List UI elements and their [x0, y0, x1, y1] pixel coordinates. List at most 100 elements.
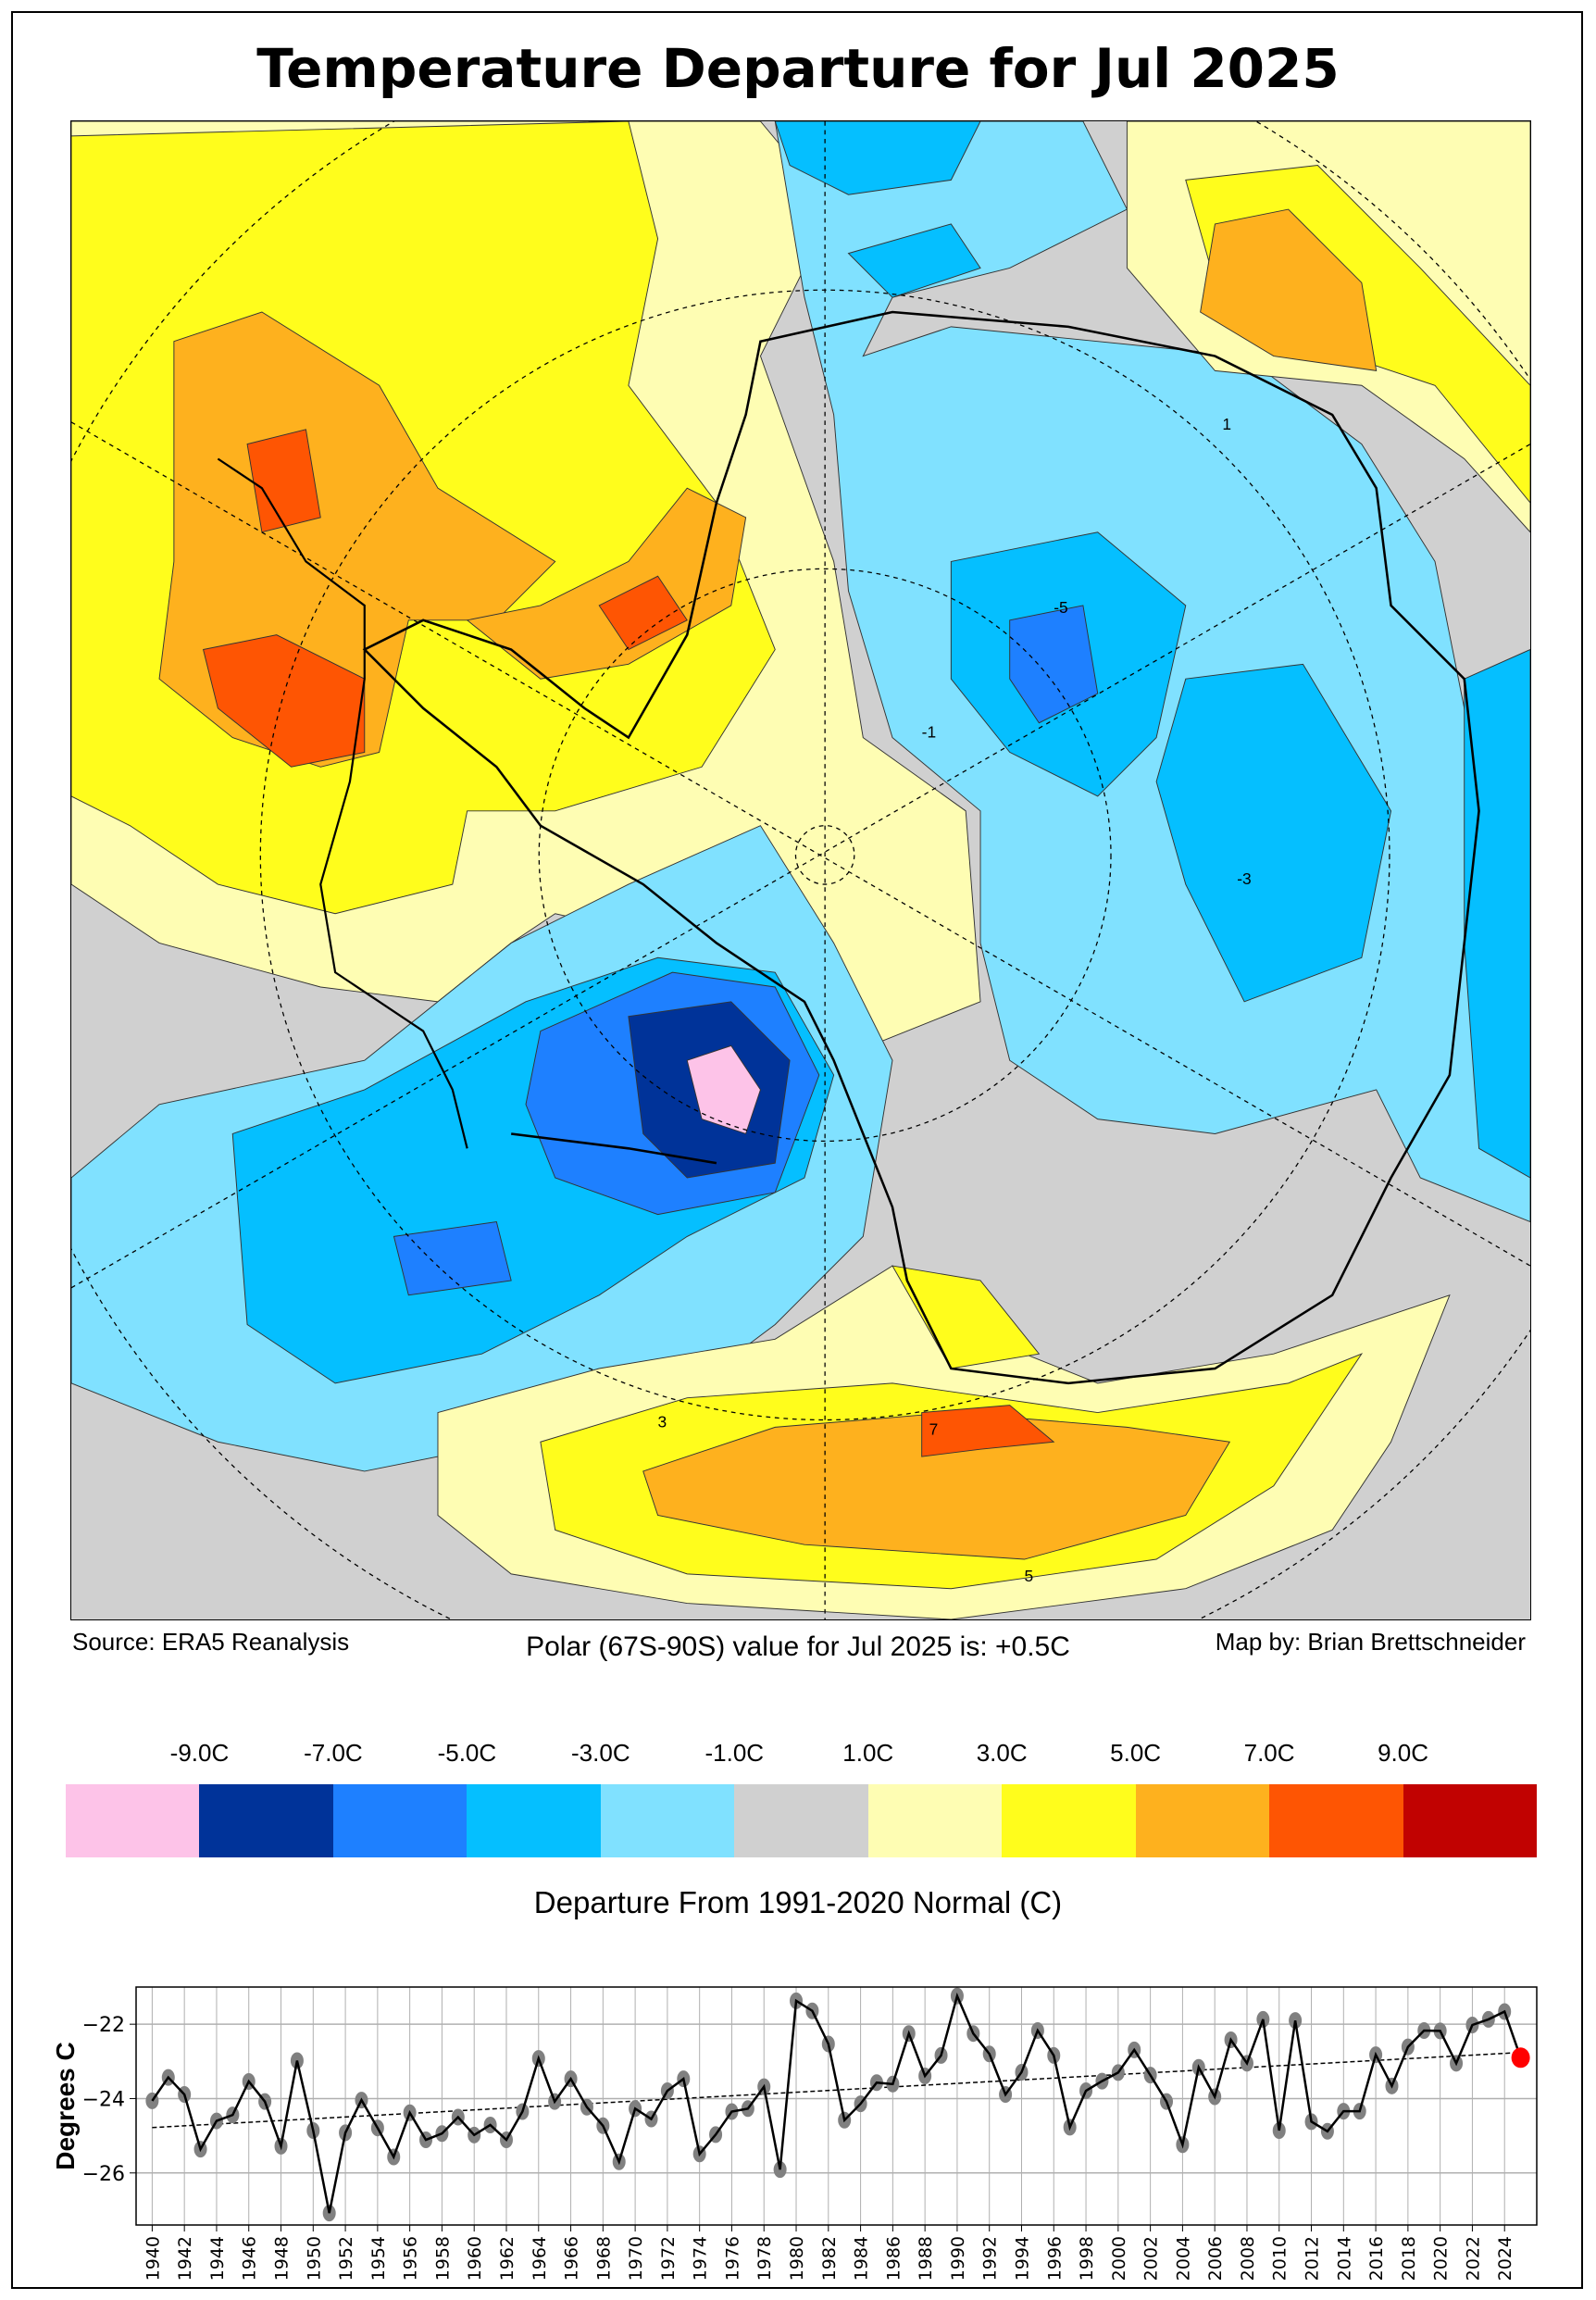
- x-tick-label: 1950: [304, 2236, 324, 2281]
- x-tick-label: 1956: [401, 2236, 421, 2281]
- x-tick-label: 2000: [1109, 2236, 1129, 2281]
- x-tick-label: 1992: [980, 2236, 1001, 2281]
- x-tick-label: 1968: [593, 2236, 614, 2281]
- x-tick-label: 2018: [1399, 2236, 1419, 2281]
- contour-region-5to7: [642, 1412, 1231, 1560]
- x-tick-label: 2020: [1431, 2236, 1452, 2281]
- temperature-departure-map: -5 -3 -1 1 3 5 7: [70, 120, 1531, 1620]
- source-label: Source: ERA5 Reanalysis: [72, 1628, 350, 1656]
- x-tick-label: 1980: [787, 2236, 807, 2281]
- x-tick-label: 1946: [240, 2236, 260, 2281]
- x-tick-label: 2016: [1366, 2236, 1387, 2281]
- colorbar-swatch: [734, 1784, 868, 1857]
- plot-frame: [135, 1986, 1538, 2226]
- x-tick-label: 1966: [562, 2236, 582, 2281]
- colorbar-label: 5.0C: [1110, 1739, 1162, 1767]
- colorbar-label: -5.0C: [437, 1739, 497, 1767]
- colorbar-label: 7.0C: [1243, 1739, 1295, 1767]
- colorbar-label: 9.0C: [1378, 1739, 1428, 1767]
- x-tick-label: 1998: [1077, 2236, 1097, 2281]
- antarctic-peninsula-coastline: [217, 457, 468, 1149]
- contour-label: 3: [658, 1412, 667, 1431]
- x-tick-label: 1962: [497, 2236, 517, 2281]
- colorbar-label: 1.0C: [842, 1739, 894, 1767]
- antarctica-coastline: [362, 310, 1480, 1385]
- contour-region-below-9: [686, 1044, 761, 1135]
- x-tick-label: 1972: [658, 2236, 679, 2281]
- figure-frame: [11, 11, 1583, 2289]
- colorbar-label: 3.0C: [976, 1739, 1028, 1767]
- x-tick-label: 2004: [1173, 2236, 1193, 2281]
- contour-labels: -5 -3 -1 1 3 5 7: [658, 415, 1252, 1585]
- x-tick-label: 1958: [432, 2236, 453, 2281]
- credit-label: Map by: Brian Brettschneider: [1215, 1628, 1526, 1656]
- x-tick-label: 2014: [1334, 2236, 1354, 2281]
- x-tick-label: 1960: [465, 2236, 485, 2281]
- x-tick-label: 1942: [175, 2236, 195, 2281]
- x-tick-label: 1978: [754, 2236, 775, 2281]
- y-tick-label: −22: [82, 2014, 125, 2037]
- contour-label: 7: [929, 1419, 939, 1438]
- y-tick-label: −26: [82, 2163, 125, 2186]
- x-tick-label: 1984: [852, 2236, 872, 2281]
- x-tick-label: 2002: [1141, 2236, 1162, 2281]
- x-tick-label: 1994: [1012, 2236, 1032, 2281]
- x-tick-label: 1964: [530, 2236, 550, 2281]
- contour-label: 5: [1025, 1567, 1034, 1585]
- contour-region-7to9: [202, 429, 688, 768]
- x-tick-label: 1986: [883, 2236, 904, 2281]
- x-tick-label: 2012: [1303, 2236, 1323, 2281]
- colorbar-swatch: [1135, 1784, 1270, 1857]
- x-tick-label: 1952: [336, 2236, 356, 2281]
- contour-label: -1: [922, 723, 936, 742]
- colorbar-swatch: [199, 1784, 333, 1857]
- y-tick-label: −24: [82, 2088, 125, 2111]
- x-tick-label: 2022: [1463, 2236, 1483, 2281]
- colorbar-label: -3.0C: [571, 1739, 630, 1767]
- contour-label: -3: [1237, 869, 1251, 888]
- x-tick-label: 2010: [1270, 2236, 1291, 2281]
- x-tick-label: 1948: [272, 2236, 293, 2281]
- x-tick-label: 1970: [626, 2236, 646, 2281]
- colorbar-swatch: [1269, 1784, 1403, 1857]
- colorbar-swatch: [66, 1784, 200, 1857]
- colorbar-swatch: [1403, 1784, 1537, 1857]
- colorbar: [66, 1784, 1537, 1857]
- colorbar-label: -9.0C: [169, 1739, 230, 1767]
- trend-line: [152, 2051, 1521, 2129]
- x-tick-label: 1954: [368, 2236, 389, 2281]
- plot-area: [136, 1987, 1537, 2225]
- x-tick-label: 2008: [1238, 2236, 1258, 2281]
- contour-region-minus3to-5: [774, 121, 1530, 1179]
- contour-label: -5: [1054, 598, 1067, 617]
- x-tick-label: 1976: [722, 2236, 742, 2281]
- colorbar-swatch: [1002, 1784, 1136, 1857]
- contour-region-5to7: [1200, 208, 1378, 371]
- graticule: [71, 121, 1530, 1619]
- contour-region-minus5to-7: [1009, 605, 1099, 724]
- highlight-point: [1511, 2047, 1530, 2069]
- x-tick-label: 1982: [819, 2236, 840, 2281]
- colorbar-swatch: [867, 1784, 1003, 1857]
- x-tick-label: 1990: [948, 2236, 968, 2281]
- x-tick-label: 2006: [1205, 2236, 1226, 2281]
- page-title: Temperature Departure for Jul 2025: [256, 37, 1340, 100]
- series-line: [151, 1992, 1522, 2214]
- x-tick-label: 1996: [1044, 2236, 1065, 2281]
- colorbar-swatch: [600, 1784, 735, 1857]
- x-tick-label: 1974: [691, 2236, 711, 2281]
- x-tick-label: 1944: [207, 2236, 228, 2281]
- y-axis-label: Degrees C: [51, 2042, 80, 2170]
- polar-value-label: Polar (67S-90S) value for Jul 2025 is: +…: [526, 1631, 1070, 1662]
- contour-label: 1: [1222, 415, 1231, 433]
- x-tick-label: 1940: [143, 2236, 163, 2281]
- colorbar-swatch: [332, 1784, 468, 1857]
- colorbar-swatch: [467, 1784, 601, 1857]
- colorbar-label: -7.0C: [304, 1739, 363, 1767]
- x-tick-label: 2024: [1495, 2236, 1515, 2281]
- contour-region-5to7: [466, 487, 747, 680]
- x-tick-label: 1988: [916, 2236, 936, 2281]
- colorbar-label: -1.0C: [704, 1739, 765, 1767]
- contour-region-7to9: [921, 1405, 1055, 1457]
